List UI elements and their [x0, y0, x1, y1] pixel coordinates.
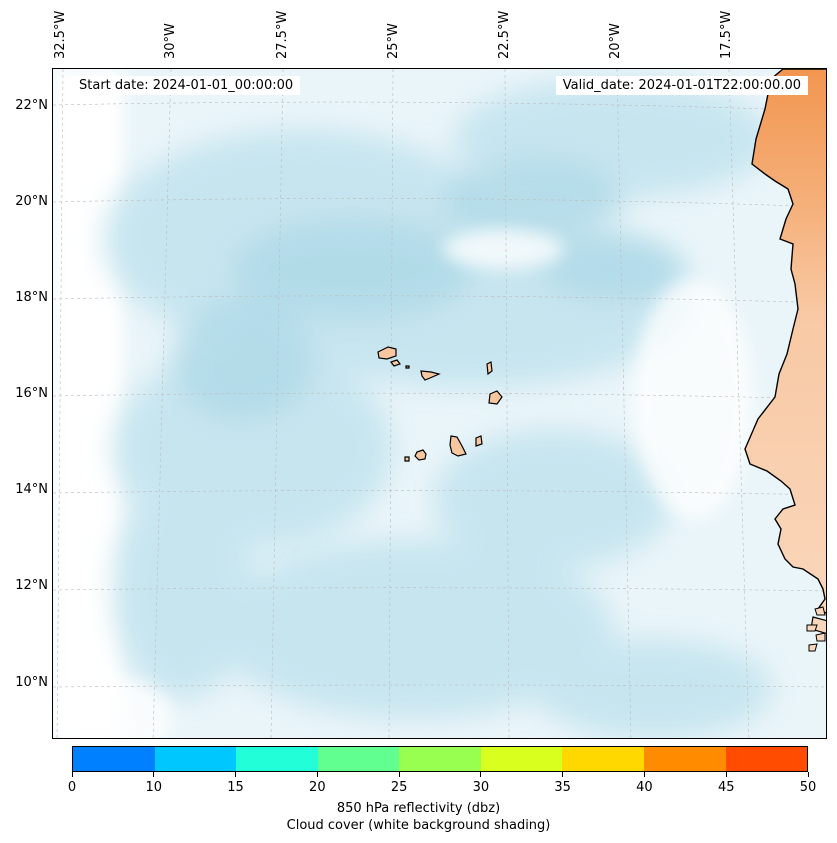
lat-label-10n: 10°N — [15, 675, 48, 690]
lon-label-25w: 25°W — [386, 23, 401, 59]
colorbar-tick-mark — [316, 772, 318, 777]
cloud-cover-shading — [53, 69, 826, 738]
colorbar-tick-label: 35 — [554, 780, 571, 795]
reflectivity-colorbar — [72, 746, 808, 772]
start-date-label: Start date: 2024-01-01_00:00:00 — [72, 76, 301, 95]
colorbar-segment — [154, 747, 237, 771]
colorbar-tick-label: 0 — [67, 780, 77, 795]
colorbar-segment — [236, 747, 318, 771]
island-santa-luzia — [405, 365, 410, 369]
lon-label-27-5w: 27.5°W — [275, 10, 290, 59]
colorbar-tick-label: 15 — [227, 780, 244, 795]
colorbar-tick-mark — [398, 772, 400, 777]
cape-verde-islands — [377, 346, 503, 462]
lon-label-20w: 20°W — [608, 23, 623, 59]
island-brava — [404, 456, 410, 462]
lat-label-14n: 14°N — [15, 482, 48, 497]
island-santo-antao — [377, 346, 397, 360]
colorbar-tick-mark — [153, 772, 155, 777]
colorbar-segment — [317, 747, 400, 771]
colorbar-tick-label: 45 — [717, 780, 735, 795]
colorbar-tick-label: 25 — [390, 780, 408, 795]
lat-label-12n: 12°N — [15, 578, 48, 593]
island-sal — [486, 361, 493, 376]
lat-label-16n: 16°N — [15, 386, 48, 401]
valid-date-label: Valid_date: 2024-01-01T22:00:00.00 — [555, 76, 808, 95]
colorbar-tick-label: 10 — [145, 780, 163, 795]
colorbar-tick-mark — [807, 772, 809, 777]
island-maio — [475, 435, 483, 447]
colorbar-tick-label: 50 — [799, 780, 817, 795]
colorbar-segment — [480, 747, 563, 771]
lat-label-20n: 20°N — [15, 194, 48, 209]
lon-label-17-5w: 17.5°W — [719, 10, 734, 59]
colorbar-tick-mark — [643, 772, 645, 777]
colorbar-tick-mark — [562, 772, 564, 777]
island-sao-nicolau — [420, 370, 441, 381]
island-boa-vista — [488, 390, 503, 405]
lon-label-32-5w: 32.5°W — [53, 10, 68, 59]
colorbar-subtitle: Cloud cover (white background shading) — [286, 818, 551, 833]
map-frame[interactable] — [52, 68, 827, 739]
colorbar-tick-mark — [71, 772, 73, 777]
colorbar-tick-label: 20 — [309, 780, 326, 795]
lon-label-22-5w: 22.5°W — [497, 10, 512, 59]
coastal-islands — [806, 606, 826, 652]
colorbar-tick-mark — [725, 772, 727, 777]
colorbar-segment — [725, 747, 808, 771]
colorbar-tick-mark — [480, 772, 482, 777]
lon-label-30w: 30°W — [163, 23, 178, 59]
colorbar-segment — [562, 747, 644, 771]
colorbar-tick-label: 30 — [472, 780, 490, 795]
colorbar-tick-mark — [235, 772, 237, 777]
lat-label-22n: 22°N — [15, 98, 48, 113]
colorbar-title: 850 hPa reflectivity (dbz) — [336, 801, 501, 816]
colorbar-tick-label: 40 — [636, 780, 653, 795]
island-santiago — [449, 435, 467, 457]
map-canvas — [53, 69, 826, 738]
lat-label-18n: 18°N — [15, 290, 48, 305]
island-sao-vicente — [390, 359, 401, 367]
colorbar-segment — [399, 747, 481, 771]
lat-lon-gridlines — [53, 69, 826, 738]
colorbar-segment — [643, 747, 726, 771]
africa-coastline — [744, 69, 826, 614]
island-fogo — [414, 449, 427, 461]
colorbar-segment — [73, 747, 155, 771]
